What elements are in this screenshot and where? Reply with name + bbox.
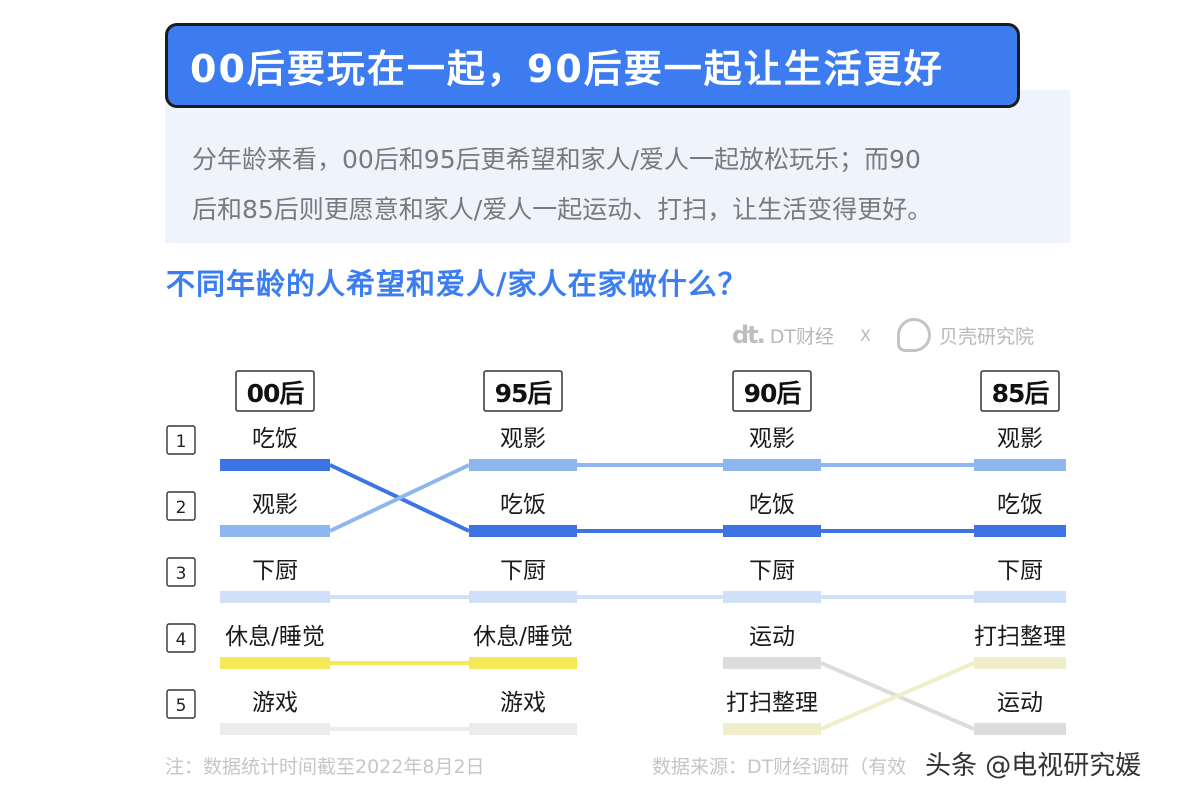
rank-label: 2	[176, 498, 187, 518]
rank-box	[166, 425, 196, 455]
series-connector	[329, 463, 470, 533]
series-label: 观影	[252, 492, 298, 518]
series-label: 游戏	[252, 690, 298, 716]
rank-bar	[469, 657, 577, 669]
footer-source: 数据来源：DT财经调研（有效	[652, 756, 907, 778]
series-connector	[820, 661, 975, 731]
group-header-label: 00后	[247, 379, 305, 408]
series-label: 休息/睡觉	[225, 624, 325, 650]
rank-bar	[220, 657, 330, 669]
series-label: 观影	[749, 426, 795, 452]
group-header-box	[732, 370, 812, 412]
rank-box	[166, 623, 196, 653]
group-header-label: 85后	[992, 379, 1050, 408]
rank-box	[166, 491, 196, 521]
beike-logo-text: 贝壳研究院	[939, 325, 1035, 348]
rank-bar	[469, 525, 577, 537]
group-header-label: 90后	[744, 379, 802, 408]
series-label: 吃饭	[749, 492, 795, 518]
summary-line-2: 后和85后则更愿意和家人/爱人一起运动、打扫，让生活变得更好。	[192, 195, 933, 224]
group-header-box	[235, 370, 315, 412]
rank-bar	[220, 525, 330, 537]
series-label: 下厨	[500, 558, 546, 584]
rank-label: 4	[176, 630, 187, 650]
series-label: 运动	[749, 624, 795, 650]
logo-separator: X	[860, 325, 871, 345]
rank-box	[166, 557, 196, 587]
series-label: 游戏	[500, 690, 546, 716]
page-title: 00后要玩在一起，90后要一起让生活更好	[190, 47, 944, 91]
series-label: 观影	[997, 426, 1043, 452]
series-label: 吃饭	[500, 492, 546, 518]
rank-box	[166, 689, 196, 719]
rank-bar	[220, 459, 330, 471]
series-label: 运动	[997, 690, 1043, 716]
dt-logo-icon: dt.	[732, 321, 766, 349]
series-label: 休息/睡觉	[473, 624, 573, 650]
series-label: 吃饭	[997, 492, 1043, 518]
group-header-label: 95后	[495, 379, 553, 408]
rank-label: 3	[176, 564, 187, 584]
series-label: 打扫整理	[726, 690, 818, 716]
title-banner: 00后要玩在一起，90后要一起让生活更好	[165, 23, 1020, 108]
rank-bar	[220, 591, 330, 603]
series-label: 观影	[500, 426, 546, 452]
group-header-box	[483, 370, 563, 412]
rank-bar	[723, 723, 821, 735]
summary-line-1: 分年龄来看，00后和95后更希望和家人/爱人一起放松玩乐；而90	[192, 145, 921, 174]
rank-bar	[974, 525, 1066, 537]
series-label: 下厨	[252, 558, 298, 584]
logo-row: dt. DT财经 X 贝壳研究院	[732, 312, 1072, 358]
footer-note: 注：数据统计时间截至2022年8月2日	[165, 756, 485, 778]
rank-label: 5	[176, 696, 187, 716]
summary-text: 分年龄来看，00后和95后更希望和家人/爱人一起放松玩乐；而90 后和85后则更…	[192, 135, 1062, 235]
rank-bar	[974, 591, 1066, 603]
dt-logo-text: DT财经	[769, 325, 835, 348]
rank-bar	[974, 723, 1066, 735]
rank-bar	[220, 723, 330, 735]
rank-bar	[723, 525, 821, 537]
rank-bar	[469, 591, 577, 603]
series-label: 下厨	[749, 558, 795, 584]
rank-bar	[974, 459, 1066, 471]
rank-bar	[469, 723, 577, 735]
rank-bar	[974, 657, 1066, 669]
series-label: 打扫整理	[974, 624, 1066, 650]
series-label: 下厨	[997, 558, 1043, 584]
rank-bar	[469, 459, 577, 471]
rank-bar	[723, 459, 821, 471]
series-label: 吃饭	[252, 426, 298, 452]
rank-bar	[723, 657, 821, 669]
chart-title: 不同年龄的人希望和爱人/家人在家做什么？	[166, 267, 748, 301]
rank-label: 1	[176, 432, 187, 452]
group-header-box	[980, 370, 1060, 412]
beike-logo-icon	[897, 318, 931, 352]
watermark-text: 头条 @电视研究媛	[925, 751, 1142, 781]
rank-bar	[723, 591, 821, 603]
